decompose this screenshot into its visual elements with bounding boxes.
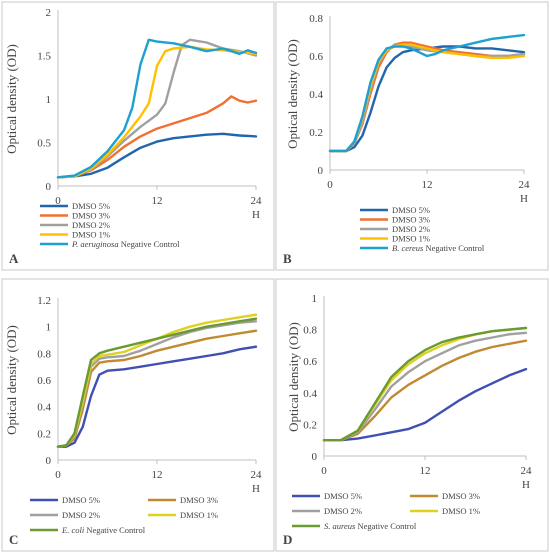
legend-entry: DMSO 1% — [442, 506, 480, 516]
x-tick-label: 24 — [519, 179, 531, 191]
legend-entry: DMSO 5% — [72, 201, 110, 211]
legend-entry: DMSO 3% — [442, 491, 480, 501]
panel-frame — [1, 278, 275, 552]
x-tick-label: 0 — [321, 465, 327, 477]
x-tick-label: 24 — [521, 465, 533, 477]
y-tick-label: 0.4 — [309, 89, 323, 101]
legend-entry: DMSO 1% — [72, 230, 110, 240]
y-tick-label: 1.5 — [37, 51, 51, 63]
x-tick-label: 24 — [251, 469, 263, 481]
y-tick-label: 0.5 — [37, 138, 51, 150]
y-tick-label: 0.8 — [309, 13, 323, 25]
x-tick-label: 12 — [152, 195, 163, 207]
y-tick-label: 0.2 — [309, 127, 323, 139]
y-tick-label: 2 — [46, 7, 52, 19]
legend-entry: DMSO 3% — [180, 495, 218, 505]
legend-entry: DMSO 1% — [392, 234, 430, 244]
legend: DMSO 5%DMSO 3%DMSO 2%DMSO 1%B. cereus Ne… — [360, 205, 485, 253]
y-tick-label: 0 — [312, 451, 318, 463]
y-tick-label: 0.6 — [303, 356, 317, 368]
series-line-1 — [322, 367, 528, 442]
series-line-2 — [56, 95, 258, 179]
y-tick-label: 1 — [312, 293, 318, 305]
series-line-1 — [56, 345, 258, 448]
y-tick-label: 0.2 — [303, 419, 317, 431]
series-line-5 — [328, 33, 526, 153]
y-tick-label: 0.8 — [303, 325, 317, 337]
series-line-1 — [56, 132, 258, 179]
x-unit-label: H — [522, 479, 530, 491]
panel-letter: B — [283, 251, 292, 266]
y-tick-label: 0.6 — [309, 51, 323, 63]
legend-entry: DMSO 2% — [72, 220, 110, 230]
chart-panel-c: 0 0.2 0.4 0.6 0.8 1 1.2 0 12 24 H Optical density (… — [1, 278, 275, 552]
series-line-3 — [322, 331, 528, 442]
y-tick-label: 0 — [318, 165, 324, 177]
legend-entry: DMSO 5% — [62, 495, 100, 505]
legend: DMSO 5% DMSO 3% DMSO 2% DMSO 1% E. coli Nega… — [30, 495, 218, 535]
series-line-5 — [56, 317, 258, 448]
chart-panel-a: 0 0.5 1 1.5 2 0 12 24 H Optical density (OD) DMSO … — [1, 1, 275, 271]
series-line-5 — [56, 38, 258, 179]
legend-entry: DMSO 1% — [180, 510, 218, 520]
panel-letter: A — [9, 251, 19, 266]
legend-entry: DMSO 3% — [72, 211, 110, 221]
y-tick-label: 0 — [46, 181, 52, 193]
y-tick-label: 1 — [46, 94, 52, 106]
chart-panel-d: 0 0.2 0.4 0.6 0.8 1 0 12 24 H Optical density (OD)… — [275, 278, 549, 552]
chart-panel-b: 0 0.2 0.4 0.6 0.8 0 12 24 H Optical density (OD) D… — [275, 1, 549, 271]
x-tick-label: 0 — [55, 195, 61, 207]
x-tick-label: 12 — [420, 465, 431, 477]
y-tick-label: 0.4 — [303, 388, 317, 400]
legend-entry: DMSO 2% — [62, 510, 100, 520]
legend-entry: DMSO 5% — [324, 491, 362, 501]
x-tick-label: 12 — [422, 179, 433, 191]
x-tick-label: 0 — [327, 179, 333, 191]
series-line-5 — [322, 326, 528, 442]
legend-entry: B. cereus Negative Control — [392, 243, 485, 253]
legend-entry: DMSO 5% — [392, 205, 430, 215]
y-tick-label: 0 — [46, 455, 52, 467]
series-line-2 — [322, 339, 528, 442]
y-tick-label: 0.4 — [37, 402, 51, 414]
x-tick-label: 24 — [251, 195, 263, 207]
legend-entry: P. aeruginosa Negative Control — [71, 239, 180, 249]
y-axis-label: Optical density (OD) — [4, 44, 19, 154]
legend-entry: DMSO 2% — [392, 224, 430, 234]
legend-entry: S. aureus Negative Control — [324, 521, 417, 531]
legend-entry: DMSO 2% — [324, 506, 362, 516]
y-axis-label: Optical density (OD) — [286, 322, 301, 432]
y-tick-label: 1.2 — [37, 295, 51, 307]
y-tick-label: 1 — [46, 322, 52, 334]
legend: DMSO 5%DMSO 3%DMSO 2%DMSO 1%P. aeruginos… — [40, 201, 180, 249]
y-axis-label: Optical density (OD) — [4, 325, 19, 435]
y-axis-label: Optical density (OD) — [285, 39, 300, 149]
y-tick-label: 0.6 — [37, 375, 51, 387]
x-unit-label: H — [252, 483, 260, 495]
x-unit-label: H — [520, 193, 528, 205]
x-unit-label: H — [252, 209, 260, 221]
y-tick-label: 0.8 — [37, 348, 51, 360]
legend-entry: DMSO 3% — [392, 215, 430, 225]
series-line-1 — [328, 45, 526, 153]
panel-frame — [275, 278, 549, 552]
y-tick-label: 0.2 — [37, 428, 51, 440]
legend-entry: E. coli Negative Control — [61, 525, 146, 535]
x-tick-label: 0 — [55, 469, 61, 481]
x-tick-label: 12 — [152, 469, 163, 481]
panel-letter: C — [9, 532, 18, 547]
legend: DMSO 5% DMSO 3% DMSO 2% DMSO 1% S. aureus Ne… — [292, 491, 480, 531]
panel-letter: D — [283, 532, 292, 547]
